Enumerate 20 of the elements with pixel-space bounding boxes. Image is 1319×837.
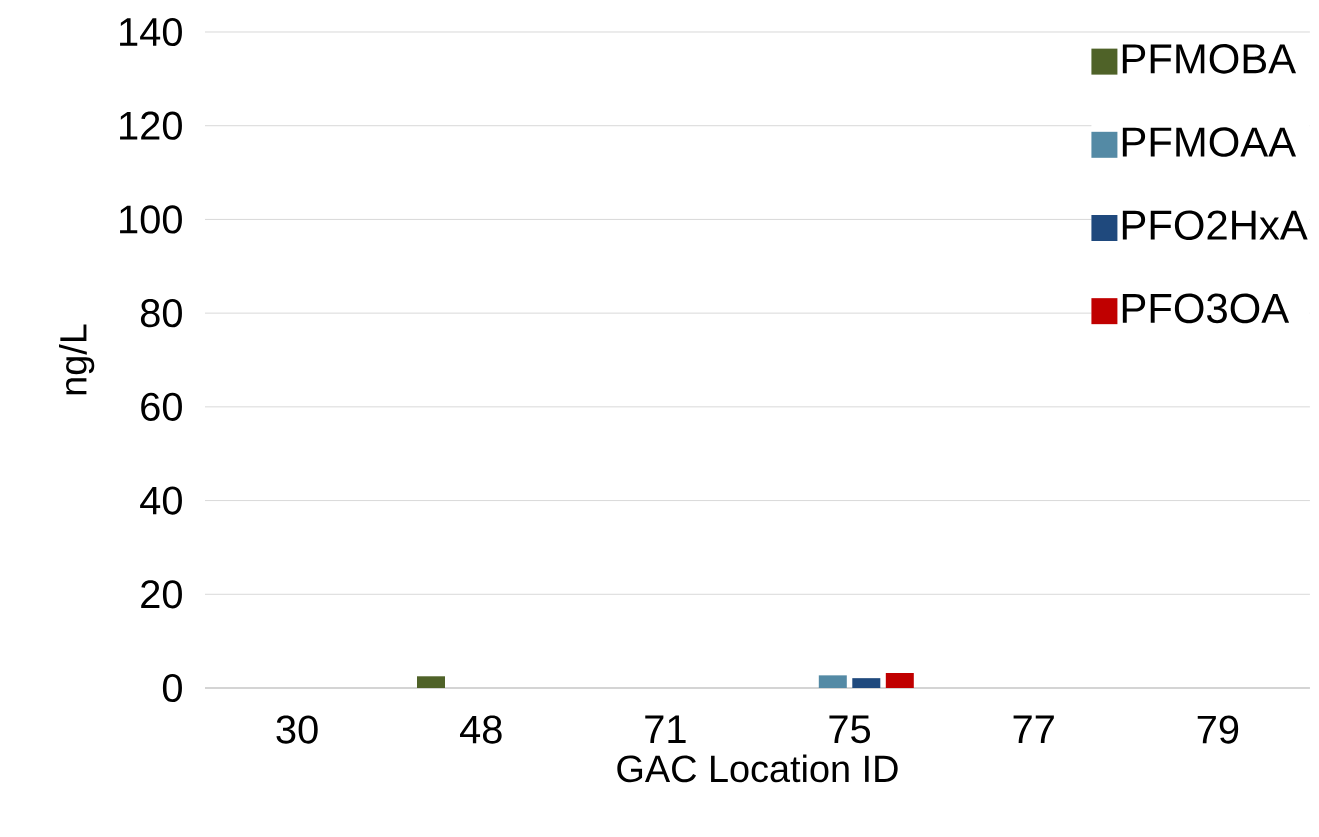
y-axis-title: ng/L — [58, 324, 95, 395]
y-tick-label: 80 — [140, 299, 182, 328]
y-tick-label: 60 — [141, 392, 182, 421]
x-tick-label: 79 — [1197, 715, 1239, 744]
x-axis-title: GAC Location ID — [617, 754, 898, 783]
y-tick-label: 0 — [162, 673, 182, 703]
y-tick-label: 120 — [120, 111, 182, 140]
x-tick-label: 48 — [459, 715, 502, 744]
y-tick-label: 40 — [140, 486, 182, 515]
x-tick-label: 77 — [1013, 715, 1054, 743]
legend-label: PFMOBA — [1122, 44, 1297, 74]
x-tick-label: 71 — [645, 715, 686, 743]
x-tick-label: 75 — [829, 715, 871, 744]
y-tick-label: 20 — [141, 580, 182, 609]
y-tick-label: 100 — [120, 205, 182, 234]
x-tick-label: 30 — [276, 715, 318, 744]
legend-label: PFMOAA — [1122, 127, 1297, 157]
y-tick-label: 140 — [120, 17, 182, 47]
legend-label: PFO3OA — [1122, 293, 1290, 324]
legend-label: PFO2HxA — [1122, 210, 1308, 241]
